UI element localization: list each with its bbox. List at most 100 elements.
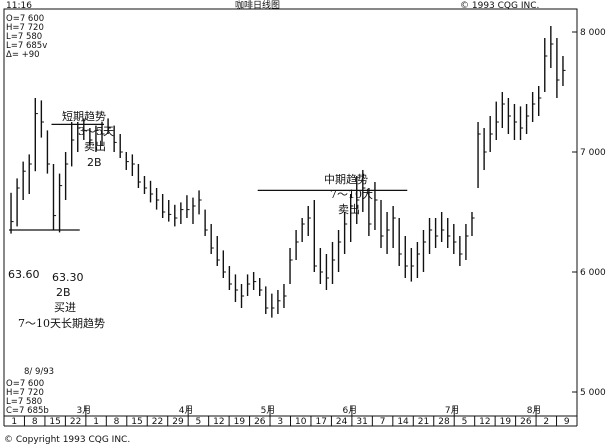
price-bar (16, 178, 20, 227)
price-bar (519, 106, 524, 140)
header-title: 咖啡日线图 (235, 0, 280, 11)
price-bar (252, 272, 257, 290)
ohlc-date: 8/ 9/93 (24, 367, 54, 377)
price-bar (271, 293, 275, 318)
price-bar (101, 122, 105, 146)
ann-low-1: 63.60 (8, 268, 40, 281)
price-bar (356, 176, 360, 224)
x-tick-label: 1 (93, 417, 99, 427)
price-bar (434, 218, 439, 248)
price-bar (143, 176, 148, 194)
x-tick-label: 8 (32, 417, 38, 427)
price-bar (550, 26, 554, 68)
ann-mid-line2: 7～10大 (330, 187, 373, 201)
ohlc-delta: Δ= +90 (6, 50, 40, 60)
header-copyright: © 1993 CQG INC. (460, 1, 539, 11)
x-tick-label: 22 (152, 417, 163, 427)
ohlc-last: L=7 685v (6, 41, 47, 51)
price-bar (416, 242, 421, 278)
price-bar (525, 104, 530, 134)
price-bar (265, 286, 269, 314)
price-bar (283, 284, 287, 308)
price-bar (125, 152, 129, 170)
price-bar (246, 274, 251, 296)
price-bar (447, 218, 451, 248)
x-tick-label: 21 (418, 417, 429, 427)
price-bar (234, 274, 239, 302)
ann-buy-trend: 7～10天长期趋势 (18, 317, 105, 330)
price-bar (131, 154, 135, 176)
price-bar (531, 92, 536, 122)
ann-short-line1: 短期趋势 (62, 109, 106, 123)
ohlc-b-high: H=7 720 (6, 388, 44, 398)
trend-lines (9, 123, 408, 231)
price-bar (22, 161, 26, 200)
price-bar (228, 266, 232, 290)
price-bar (83, 118, 87, 140)
price-bar (501, 92, 505, 128)
price-bar (337, 230, 342, 272)
ohlc-open: O=7 600 (6, 14, 44, 24)
x-tick-label: 9 (564, 417, 570, 427)
price-bar (107, 118, 111, 134)
price-bar (186, 195, 190, 218)
price-bar (562, 56, 566, 86)
ann-buy-text: 买进 (54, 301, 76, 314)
month-label: 6月 (343, 405, 358, 416)
price-bar (168, 200, 172, 222)
x-tick-label: 26 (520, 417, 532, 427)
ann-short-line4: 2B (87, 156, 102, 169)
price-bar (440, 212, 445, 242)
price-bar (507, 98, 511, 134)
y-tick-label: 7 000 (580, 148, 606, 158)
y-tick-label: 8 000 (580, 28, 606, 38)
ann-buy-2b: 2B (56, 286, 71, 299)
x-tick-label: 5 (196, 417, 202, 427)
ohlc-high: H=7 720 (6, 23, 44, 33)
x-tick-label: 12 (213, 417, 224, 427)
price-bar (137, 164, 142, 188)
month-labels: 3月 4月 5月 6月 7月 8月 (76, 405, 541, 416)
price-bar (216, 236, 220, 266)
x-tick-label: 24 (336, 417, 348, 427)
ann-short-line2: 3～5天 (78, 125, 114, 138)
x-tick-label: 2 (543, 417, 549, 427)
ohlc-low: L=7 580 (6, 32, 42, 42)
price-bar (459, 236, 463, 266)
x-tick-label: 28 (438, 417, 450, 427)
ohlc-b-open: O=7 600 (6, 379, 44, 389)
annotation-buy: 63.60 63.30 2B 买进 7～10天长期趋势 (8, 268, 105, 330)
price-bar (453, 224, 457, 254)
price-bar (119, 134, 123, 158)
month-label: 8月 (527, 405, 542, 416)
ann-mid-line1: 中期趋势 (324, 173, 368, 186)
x-tick-label: 5 (462, 417, 468, 427)
price-bar (362, 170, 366, 212)
price-bar (513, 104, 518, 140)
price-bar (422, 230, 427, 272)
price-bar (343, 212, 348, 254)
ann-short-line3: 卖出 (84, 139, 106, 153)
header-time: 11:16 (6, 1, 32, 11)
ann-low-2: 63.30 (52, 271, 84, 284)
month-label: 5月 (261, 405, 276, 416)
price-bar (295, 230, 299, 260)
price-bar (52, 164, 57, 230)
ohlc-box-bottom: 8/ 9/93 O=7 600 H=7 720 L=7 580 C=7 685b (6, 367, 54, 416)
price-bar (313, 200, 317, 272)
x-tick-label: 3 (277, 417, 283, 427)
price-bar (222, 250, 226, 278)
ohlc-b-low: L=7 580 (6, 397, 42, 407)
price-bar (64, 152, 69, 200)
price-bar (404, 236, 408, 278)
annotation-short-term: 短期趋势 3～5天 卖出 2B (62, 109, 114, 169)
month-label: 4月 (179, 405, 194, 416)
price-bar (40, 100, 44, 138)
price-bar (259, 278, 263, 296)
price-bar (319, 248, 323, 284)
price-bar (301, 218, 305, 242)
price-bar (77, 122, 81, 152)
price-bar (113, 125, 117, 152)
x-tick-label: 29 (172, 417, 184, 427)
